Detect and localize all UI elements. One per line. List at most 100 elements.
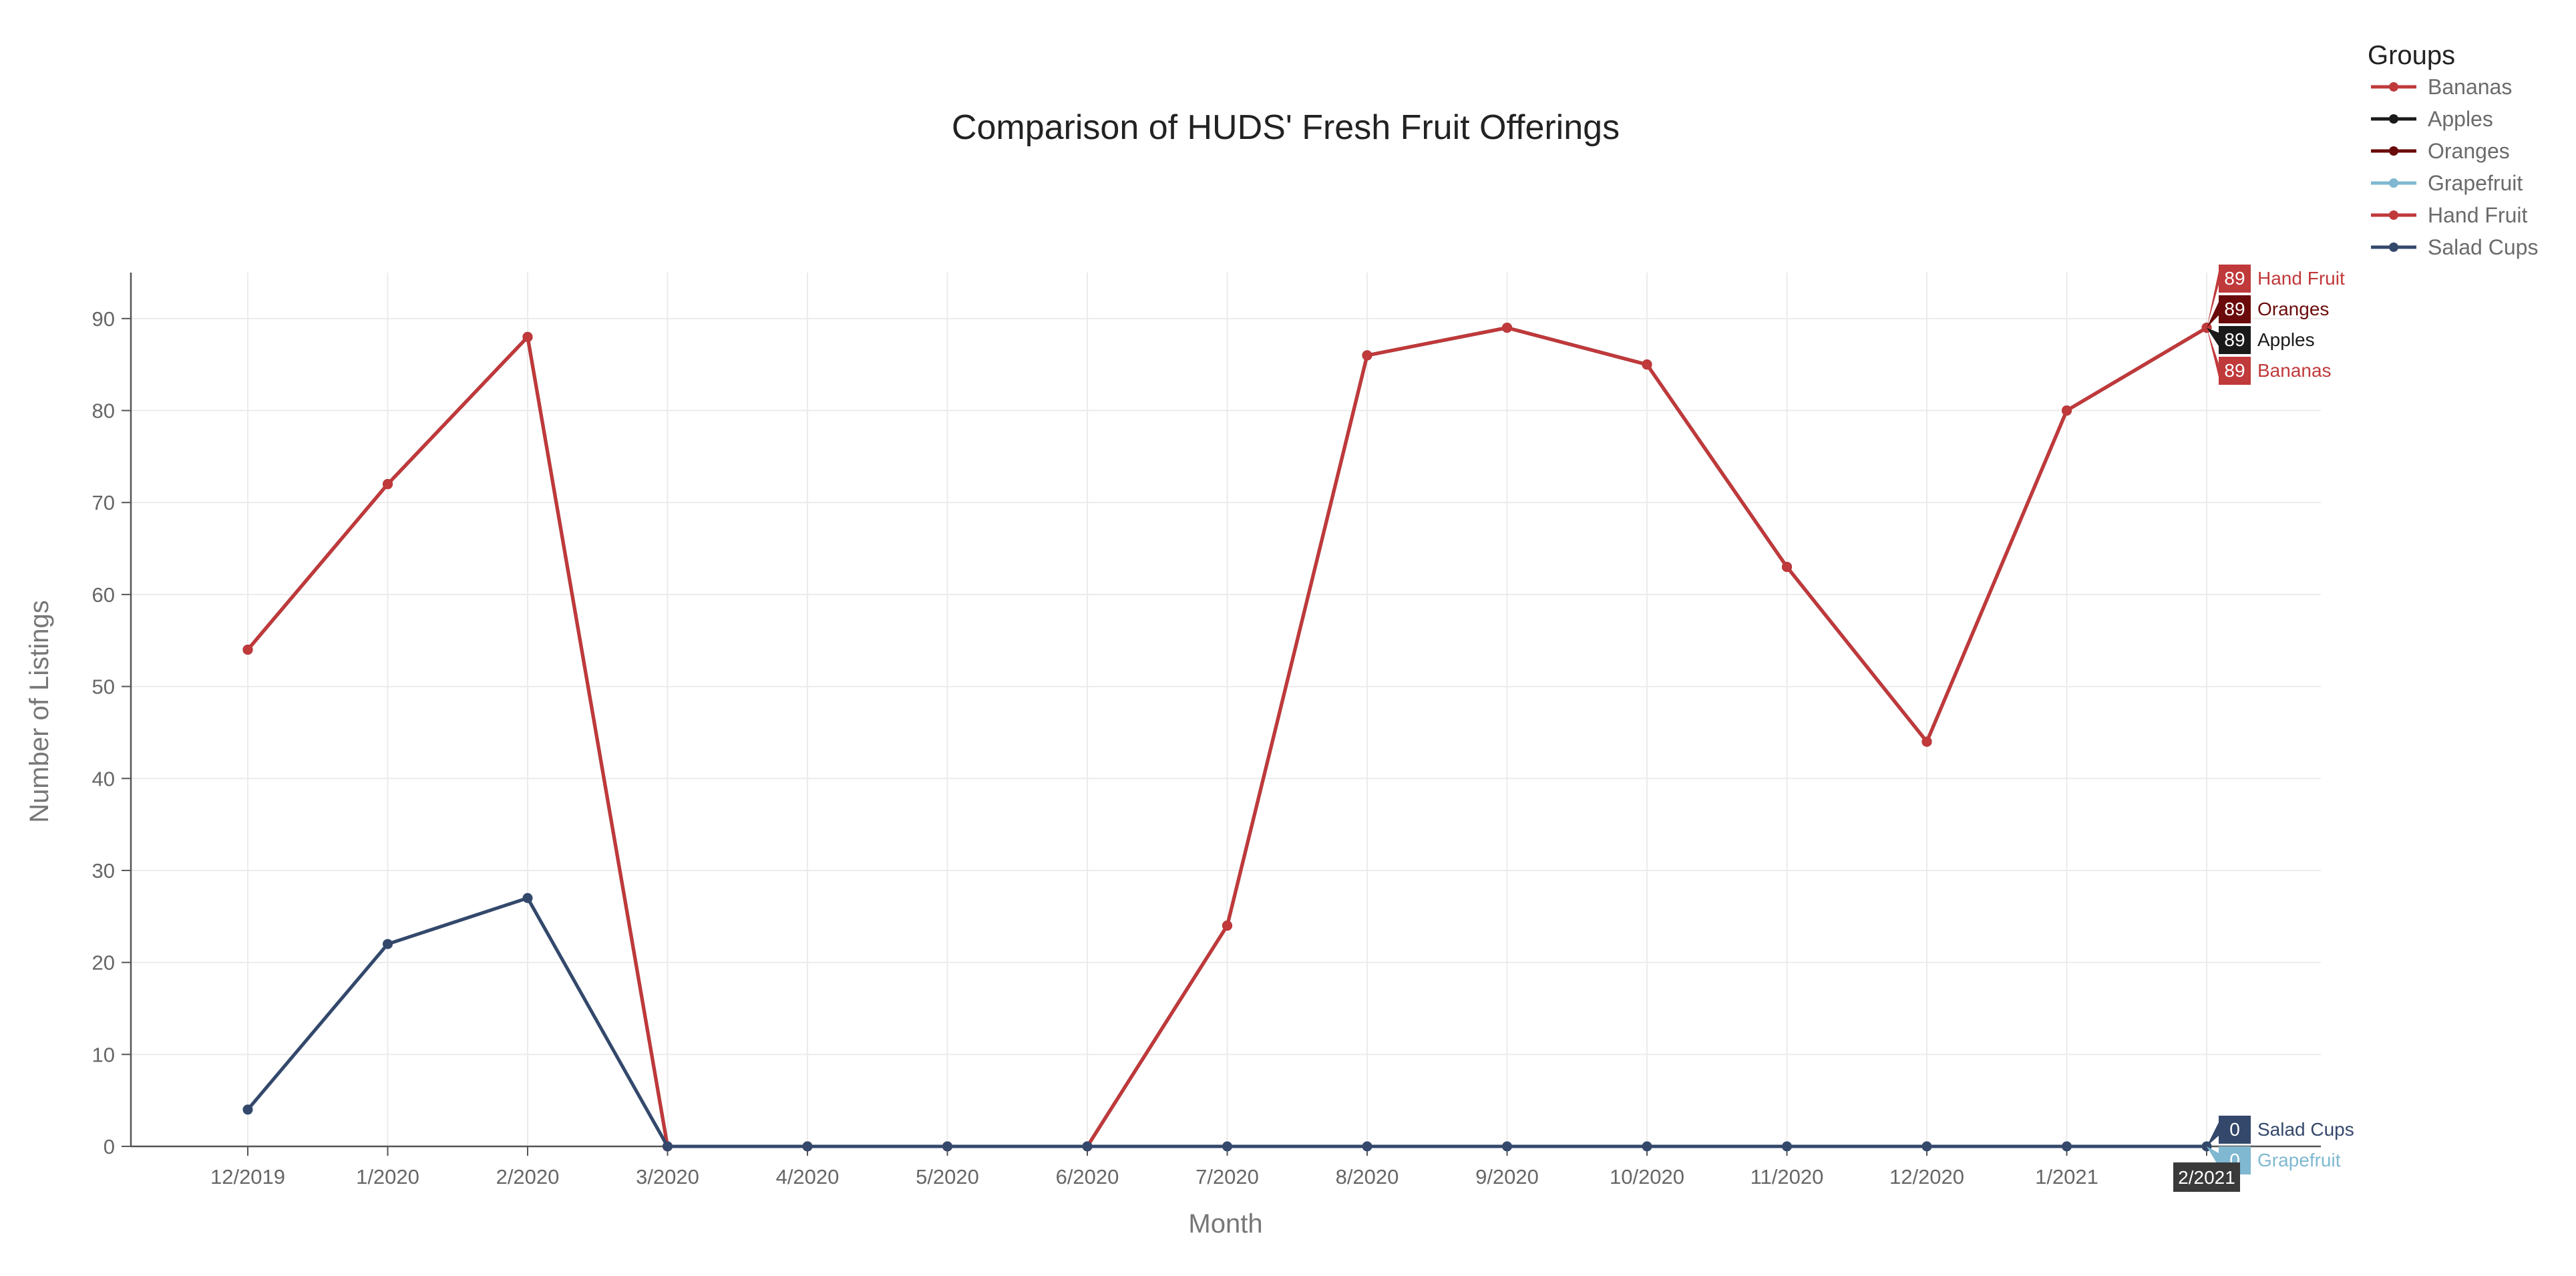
hover-x-label: 2/2021 [2173,1162,2240,1192]
legend-title: Groups [2368,41,2455,70]
x-tick-label-10-2020: 10/2020 [1610,1165,1684,1188]
x-tick-label-1-2021: 1/2021 [2035,1165,2098,1188]
y-tick-label-70: 70 [92,491,115,514]
legend-label: Salad Cups [2428,235,2538,259]
hover-pointer [2207,327,2219,346]
data-point-salad-cups-8-2020[interactable] [1362,1141,1372,1152]
data-point-salad-cups-10-2020[interactable] [1642,1141,1652,1152]
hover-pointer [2207,1146,2219,1166]
hover-value: 89 [2224,299,2245,319]
legend-swatch-marker [2389,210,2398,220]
legend-items: Bananas Apples Oranges Grapefruit Hand Fruit… [2371,75,2538,259]
legend-item-hand-fruit[interactable]: Hand Fruit [2371,203,2528,227]
legend-swatch-marker [2389,146,2398,156]
y-tick-label-90: 90 [92,307,115,331]
x-tick-label-8-2020: 8/2020 [1336,1165,1399,1188]
hover-value: 89 [2224,360,2245,381]
hover-label-oranges: 89 Oranges [2207,295,2329,328]
data-point-salad-cups-4-2020[interactable] [802,1141,813,1152]
legend-swatch-marker [2389,82,2398,92]
hover-value-box [2219,357,2251,385]
legend-swatch-marker [2389,178,2398,188]
hover-x-label-text: 2/2021 [2178,1167,2235,1188]
x-tick-label-4-2020: 4/2020 [776,1165,840,1188]
hover-x-label-box [2173,1162,2240,1192]
data-point-hand-fruit-12-2020[interactable] [1921,736,1932,747]
data-point-salad-cups-12-2019[interactable] [242,1104,253,1115]
hover-series-name: Salad Cups [2257,1119,2354,1140]
x-tick-label-12-2020: 12/2020 [1889,1165,1964,1188]
y-tick-label-50: 50 [92,675,115,699]
data-point-hand-fruit-10-2020[interactable] [1642,359,1652,370]
hover-value-box [2219,1116,2251,1144]
legend-item-bananas[interactable]: Bananas [2371,75,2512,99]
hover-pointer [2207,327,2219,377]
y-tick-label-10: 10 [92,1043,115,1066]
data-point-hand-fruit-12-2019[interactable] [242,645,253,655]
y-tick-label-30: 30 [92,859,115,883]
y-tick-label-80: 80 [92,400,115,423]
legend-swatch-marker [2389,243,2398,252]
hover-pointer [2207,1122,2219,1146]
x-axis-title: Month [1188,1209,1262,1239]
y-tick-label-60: 60 [92,583,115,607]
legend-swatch-marker [2389,114,2398,124]
data-point-salad-cups-2-2020[interactable] [522,893,533,903]
hover-value: 0 [2229,1119,2240,1140]
data-point-salad-cups-12-2020[interactable] [1921,1141,1932,1152]
hover-series-name: Oranges [2257,299,2329,319]
hover-pointer [2207,302,2219,328]
data-point-hand-fruit-2-2020[interactable] [522,331,533,342]
data-point-hand-fruit-7-2020[interactable] [1222,921,1232,931]
x-tick-label-7-2020: 7/2020 [1195,1165,1259,1188]
legend-label: Apples [2428,107,2493,131]
data-point-salad-cups-9-2020[interactable] [1502,1141,1512,1152]
hover-series-name: Grapefruit [2257,1150,2341,1170]
data-point-salad-cups-7-2020[interactable] [1222,1141,1232,1152]
hover-label-salad-cups: 0 Salad Cups [2207,1116,2354,1146]
x-tick-label-11-2020: 11/2020 [1751,1165,1824,1188]
data-point-salad-cups-5-2020[interactable] [942,1141,952,1152]
x-tick-label-2-2020: 2/2020 [496,1165,560,1188]
data-point-salad-cups-6-2020[interactable] [1082,1141,1093,1152]
hover-label-hand-fruit: 89 Hand Fruit [2207,265,2345,328]
hover-value: 89 [2224,268,2245,289]
data-point-salad-cups-1-2020[interactable] [383,939,393,949]
x-tick-label-6-2020: 6/2020 [1056,1165,1119,1188]
legend-label: Grapefruit [2428,171,2523,195]
hover-value-box [2219,265,2251,293]
x-tick-label-1-2020: 1/2020 [356,1165,419,1188]
hover-series-name: Bananas [2257,360,2332,381]
hover-layer: 89 Hand Fruit 89 Oranges 89 Apples 89 Bananas 0 S… [2173,265,2354,1192]
hover-series-name: Hand Fruit [2257,268,2345,289]
data-point-hand-fruit-1-2021[interactable] [2062,406,2072,416]
legend-item-apples[interactable]: Apples [2371,107,2493,131]
data-point-salad-cups-3-2020[interactable] [663,1141,673,1152]
axes: 0 10 20 30 40 50 60 70 80 90 12/2019 1/2020 2/2020 3/… [92,273,2321,1188]
hover-value: 89 [2224,329,2245,350]
data-point-hand-fruit-8-2020[interactable] [1362,350,1372,361]
x-tick-label-12-2019: 12/2019 [210,1165,285,1188]
y-axis-title: Number of Listings [25,600,54,822]
y-tick-label-40: 40 [92,767,115,790]
data-point-salad-cups-11-2020[interactable] [1782,1141,1792,1152]
hover-value-box [2219,326,2251,354]
legend[interactable]: Groups Bananas Apples Oranges Grapefruit Han… [2368,41,2538,259]
legend-label: Oranges [2428,139,2510,163]
hover-label-apples: 89 Apples [2207,326,2315,354]
legend-item-salad-cups[interactable]: Salad Cups [2371,235,2538,259]
hover-label-bananas: 89 Bananas [2207,327,2332,385]
x-tick-label-3-2020: 3/2020 [636,1165,699,1188]
data-point-hand-fruit-9-2020[interactable] [1502,323,1512,333]
chart-title: Comparison of HUDS' Fresh Fruit Offering… [952,108,1620,147]
data-point-salad-cups-1-2021[interactable] [2062,1141,2072,1152]
legend-item-grapefruit[interactable]: Grapefruit [2371,171,2523,195]
legend-label: Hand Fruit [2428,203,2528,227]
data-point-hand-fruit-1-2020[interactable] [383,479,393,490]
legend-item-oranges[interactable]: Oranges [2371,139,2510,163]
y-tick-label-20: 20 [92,951,115,975]
data-point-hand-fruit-11-2020[interactable] [1782,562,1792,573]
hover-value-box [2219,295,2251,323]
